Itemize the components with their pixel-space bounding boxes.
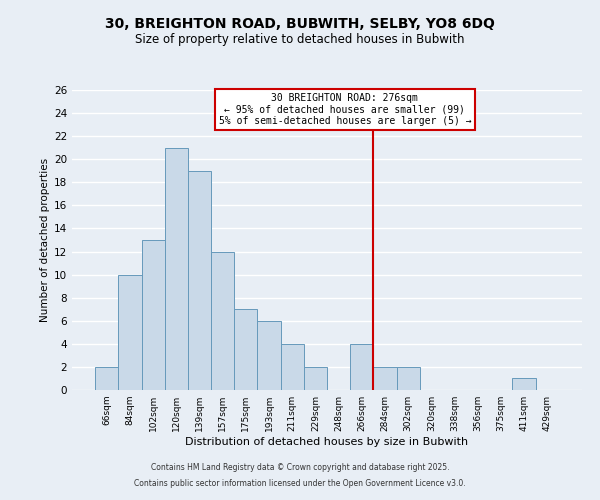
X-axis label: Distribution of detached houses by size in Bubwith: Distribution of detached houses by size …: [185, 437, 469, 447]
Bar: [142, 240, 165, 390]
Text: Contains HM Land Registry data © Crown copyright and database right 2025.: Contains HM Land Registry data © Crown c…: [151, 464, 449, 472]
Bar: [165, 148, 188, 390]
Bar: [118, 274, 142, 390]
Bar: [211, 252, 234, 390]
Text: Contains public sector information licensed under the Open Government Licence v3: Contains public sector information licen…: [134, 478, 466, 488]
Bar: [304, 367, 327, 390]
Bar: [188, 171, 211, 390]
Text: 30 BREIGHTON ROAD: 276sqm
← 95% of detached houses are smaller (99)
5% of semi-d: 30 BREIGHTON ROAD: 276sqm ← 95% of detac…: [218, 93, 471, 126]
Bar: [95, 367, 118, 390]
Bar: [512, 378, 536, 390]
Bar: [257, 321, 281, 390]
Bar: [234, 309, 257, 390]
Bar: [373, 367, 397, 390]
Y-axis label: Number of detached properties: Number of detached properties: [40, 158, 50, 322]
Bar: [281, 344, 304, 390]
Text: Size of property relative to detached houses in Bubwith: Size of property relative to detached ho…: [135, 32, 465, 46]
Bar: [397, 367, 420, 390]
Text: 30, BREIGHTON ROAD, BUBWITH, SELBY, YO8 6DQ: 30, BREIGHTON ROAD, BUBWITH, SELBY, YO8 …: [105, 18, 495, 32]
Bar: [350, 344, 373, 390]
